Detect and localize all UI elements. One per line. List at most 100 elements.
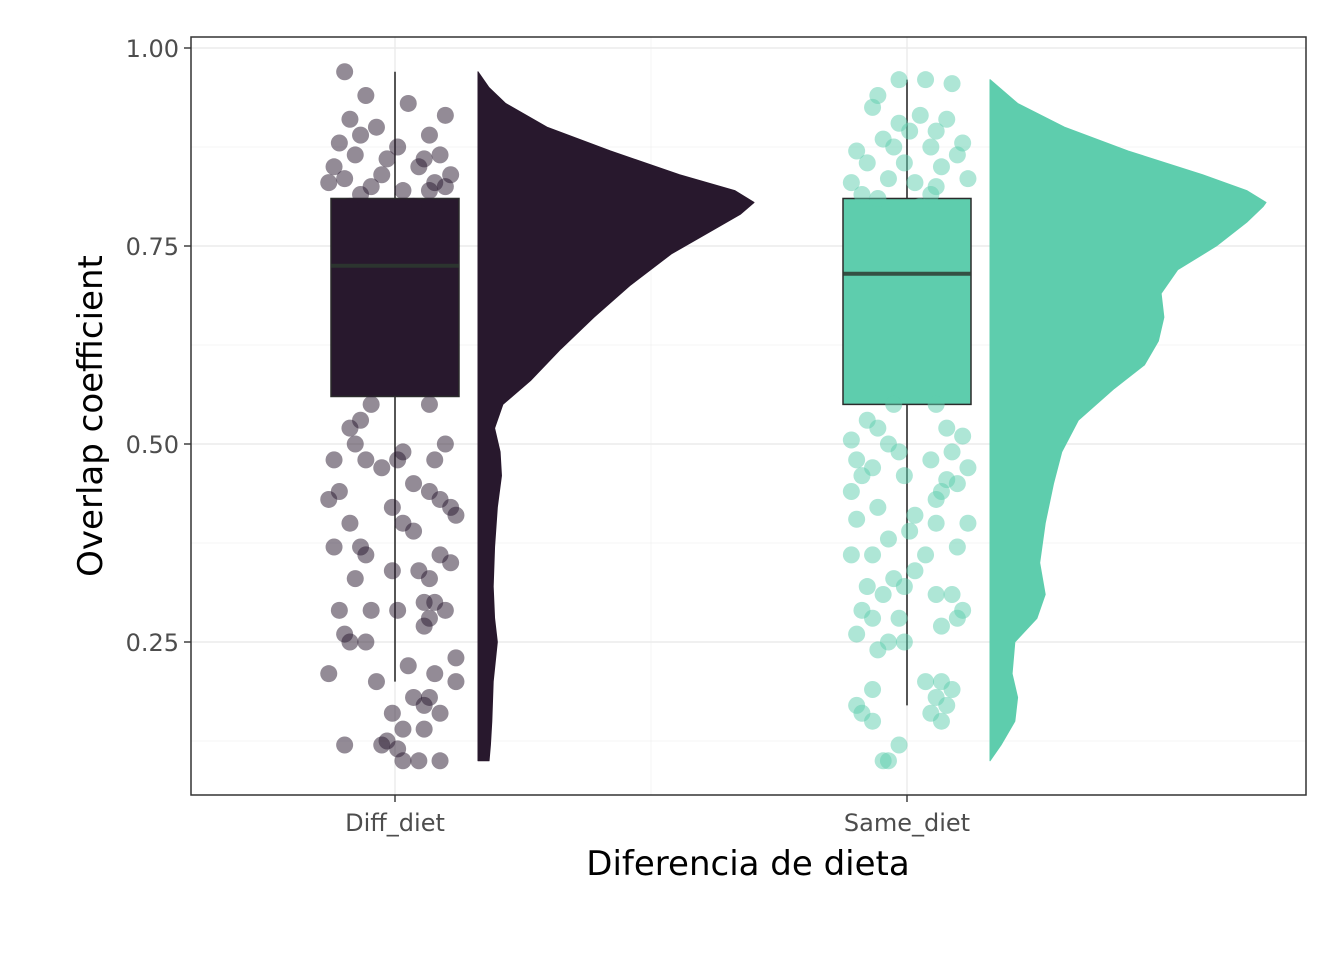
data-point	[357, 451, 375, 469]
data-point	[842, 174, 860, 192]
data-point	[436, 435, 454, 453]
data-point	[357, 633, 375, 651]
data-point	[410, 562, 428, 580]
box	[330, 197, 460, 398]
data-point	[927, 514, 945, 532]
data-point	[436, 178, 454, 196]
data-point	[959, 170, 977, 188]
data-point	[346, 435, 364, 453]
data-point	[901, 122, 919, 140]
data-point	[885, 138, 903, 156]
data-point	[426, 451, 444, 469]
data-point	[869, 419, 887, 437]
data-point	[405, 197, 423, 215]
data-point	[959, 514, 977, 532]
data-point	[415, 696, 433, 714]
data-point	[383, 498, 401, 516]
data-point	[373, 459, 391, 477]
data-point	[336, 736, 354, 754]
data-point	[890, 443, 908, 461]
data-point	[932, 158, 950, 176]
data-point	[895, 633, 913, 651]
y-tick-label: 0.50	[126, 431, 179, 459]
x-tick-label: Same_diet	[844, 809, 970, 837]
data-point	[943, 443, 961, 461]
data-point	[948, 475, 966, 493]
data-point	[932, 617, 950, 635]
data-point	[869, 641, 887, 659]
data-point	[864, 609, 882, 627]
data-point	[346, 146, 364, 164]
axes: 0.25 0.50 0.75 1.00 Diff_diet Same_diet	[126, 35, 971, 837]
data-point	[842, 546, 860, 564]
data-point	[864, 681, 882, 699]
data-point	[394, 182, 412, 200]
data-point	[431, 704, 449, 722]
data-point	[927, 585, 945, 603]
data-point	[842, 431, 860, 449]
box	[842, 197, 972, 406]
data-point	[420, 126, 438, 144]
density-cloud	[989, 79, 1267, 762]
y-axis-title: Overlap coefficient	[71, 255, 111, 577]
data-point	[336, 170, 354, 188]
data-point	[383, 562, 401, 580]
data-point	[415, 617, 433, 635]
data-point	[922, 186, 940, 204]
data-point	[943, 585, 961, 603]
data-point	[874, 585, 892, 603]
series-Diff_diet	[320, 63, 755, 770]
data-point	[948, 538, 966, 556]
data-point	[895, 154, 913, 172]
density-cloud	[477, 71, 755, 762]
data-point	[890, 609, 908, 627]
data-point	[362, 601, 380, 619]
data-point	[879, 170, 897, 188]
data-point	[848, 510, 866, 528]
chart-marks	[320, 63, 1267, 770]
data-point	[927, 122, 945, 140]
data-point	[442, 554, 460, 572]
y-tick-label: 1.00	[126, 35, 179, 63]
data-point	[858, 154, 876, 172]
series-Same_diet	[842, 71, 1267, 770]
data-point	[320, 174, 338, 192]
data-point	[447, 506, 465, 524]
data-point	[848, 451, 866, 469]
data-point	[906, 562, 924, 580]
data-point	[367, 673, 385, 691]
data-point	[879, 530, 897, 548]
data-point	[357, 87, 375, 105]
x-tick-label: Diff_diet	[345, 809, 445, 837]
data-point	[927, 395, 945, 413]
data-point	[415, 720, 433, 738]
data-point	[911, 106, 929, 124]
data-point	[341, 419, 359, 437]
data-point	[848, 142, 866, 160]
data-point	[352, 126, 370, 144]
data-point	[927, 490, 945, 508]
data-point	[420, 182, 438, 200]
data-point	[864, 98, 882, 116]
data-point	[906, 174, 924, 192]
data-point	[336, 63, 354, 81]
data-point	[917, 673, 935, 691]
data-point	[938, 110, 956, 128]
data-point	[394, 752, 412, 770]
data-point	[352, 186, 370, 204]
data-point	[320, 665, 338, 683]
data-point	[948, 609, 966, 627]
data-point	[917, 546, 935, 564]
data-point	[415, 150, 433, 168]
data-point	[895, 578, 913, 596]
data-point	[431, 752, 449, 770]
data-point	[869, 189, 887, 207]
data-point	[864, 546, 882, 564]
data-point	[906, 506, 924, 524]
data-point	[346, 570, 364, 588]
data-point	[447, 649, 465, 667]
data-point	[426, 665, 444, 683]
data-point	[420, 395, 438, 413]
data-point	[922, 138, 940, 156]
data-point	[948, 146, 966, 164]
